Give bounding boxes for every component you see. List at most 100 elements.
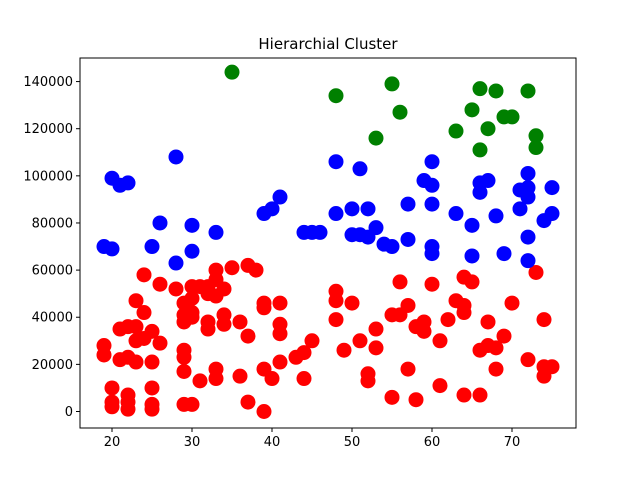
data-point xyxy=(472,142,488,158)
data-point xyxy=(192,373,208,389)
data-point xyxy=(544,180,560,196)
data-point xyxy=(208,224,224,240)
data-point xyxy=(272,295,288,311)
data-point xyxy=(520,83,536,99)
data-point xyxy=(432,333,448,349)
data-point xyxy=(96,347,112,363)
data-point xyxy=(496,246,512,262)
data-point xyxy=(432,378,448,394)
data-point xyxy=(488,340,504,356)
data-point xyxy=(520,253,536,269)
data-point xyxy=(384,239,400,255)
data-point xyxy=(480,121,496,137)
y-tick-label: 20000 xyxy=(32,358,73,373)
data-point xyxy=(104,241,120,257)
data-point xyxy=(328,206,344,222)
data-point xyxy=(168,255,184,271)
data-point xyxy=(408,392,424,408)
y-tick-label: 0 xyxy=(65,405,73,420)
data-point xyxy=(400,361,416,377)
data-point xyxy=(168,281,184,297)
data-point xyxy=(232,314,248,330)
data-point xyxy=(240,328,256,344)
data-point xyxy=(296,371,312,387)
data-point xyxy=(128,319,144,335)
data-point xyxy=(424,246,440,262)
data-point xyxy=(464,248,480,264)
x-tick-label: 20 xyxy=(104,435,121,450)
x-axis: 20 30 40 50 60 70 xyxy=(104,428,520,450)
data-point xyxy=(224,64,240,80)
data-point xyxy=(328,312,344,328)
data-point xyxy=(472,81,488,97)
data-point xyxy=(264,201,280,217)
x-tick-label: 40 xyxy=(264,435,281,450)
data-point xyxy=(488,83,504,99)
data-point xyxy=(328,88,344,104)
data-point xyxy=(400,297,416,313)
data-point xyxy=(424,154,440,170)
data-point xyxy=(496,328,512,344)
data-point xyxy=(184,243,200,259)
data-point xyxy=(520,165,536,181)
data-point xyxy=(256,300,272,316)
data-point xyxy=(304,333,320,349)
data-point xyxy=(144,323,160,339)
data-point xyxy=(528,140,544,156)
data-point xyxy=(464,217,480,233)
data-point xyxy=(456,387,472,403)
data-point xyxy=(528,128,544,144)
data-point xyxy=(184,396,200,412)
data-point xyxy=(488,208,504,224)
data-point xyxy=(424,196,440,212)
data-point xyxy=(424,177,440,193)
data-point xyxy=(368,220,384,236)
data-point xyxy=(224,260,240,276)
data-point xyxy=(272,354,288,370)
data-point xyxy=(368,130,384,146)
data-point xyxy=(384,76,400,92)
data-point xyxy=(120,175,136,191)
data-point xyxy=(456,305,472,321)
data-point xyxy=(504,109,520,125)
data-point xyxy=(528,264,544,280)
data-point xyxy=(416,323,432,339)
data-point xyxy=(176,349,192,365)
data-point xyxy=(144,401,160,417)
data-point xyxy=(104,380,120,396)
data-point xyxy=(272,189,288,205)
data-point xyxy=(344,201,360,217)
chart-title: Hierarchial Cluster xyxy=(258,35,398,53)
x-tick-label: 50 xyxy=(344,435,361,450)
data-point xyxy=(272,326,288,342)
data-point xyxy=(200,321,216,337)
y-tick-label: 80000 xyxy=(32,216,73,231)
y-tick-label: 120000 xyxy=(23,122,73,137)
data-point xyxy=(520,229,536,245)
data-point xyxy=(144,380,160,396)
data-point xyxy=(136,267,152,283)
data-point xyxy=(312,224,328,240)
data-point xyxy=(328,154,344,170)
data-point xyxy=(544,359,560,375)
data-point xyxy=(144,354,160,370)
y-tick-label: 100000 xyxy=(23,169,73,184)
data-point xyxy=(368,340,384,356)
data-point xyxy=(296,345,312,361)
data-point xyxy=(472,387,488,403)
y-tick-label: 140000 xyxy=(23,75,73,90)
data-point xyxy=(520,352,536,368)
y-axis: 0 20000 40000 60000 80000 100000 120000 140000 xyxy=(23,75,80,420)
data-point xyxy=(264,371,280,387)
data-point xyxy=(216,281,232,297)
data-point xyxy=(520,189,536,205)
data-point xyxy=(400,231,416,247)
plot-area-frame xyxy=(79,57,577,429)
data-point xyxy=(392,274,408,290)
data-point xyxy=(352,161,368,177)
data-point xyxy=(232,368,248,384)
data-point xyxy=(504,295,520,311)
data-point xyxy=(448,206,464,222)
